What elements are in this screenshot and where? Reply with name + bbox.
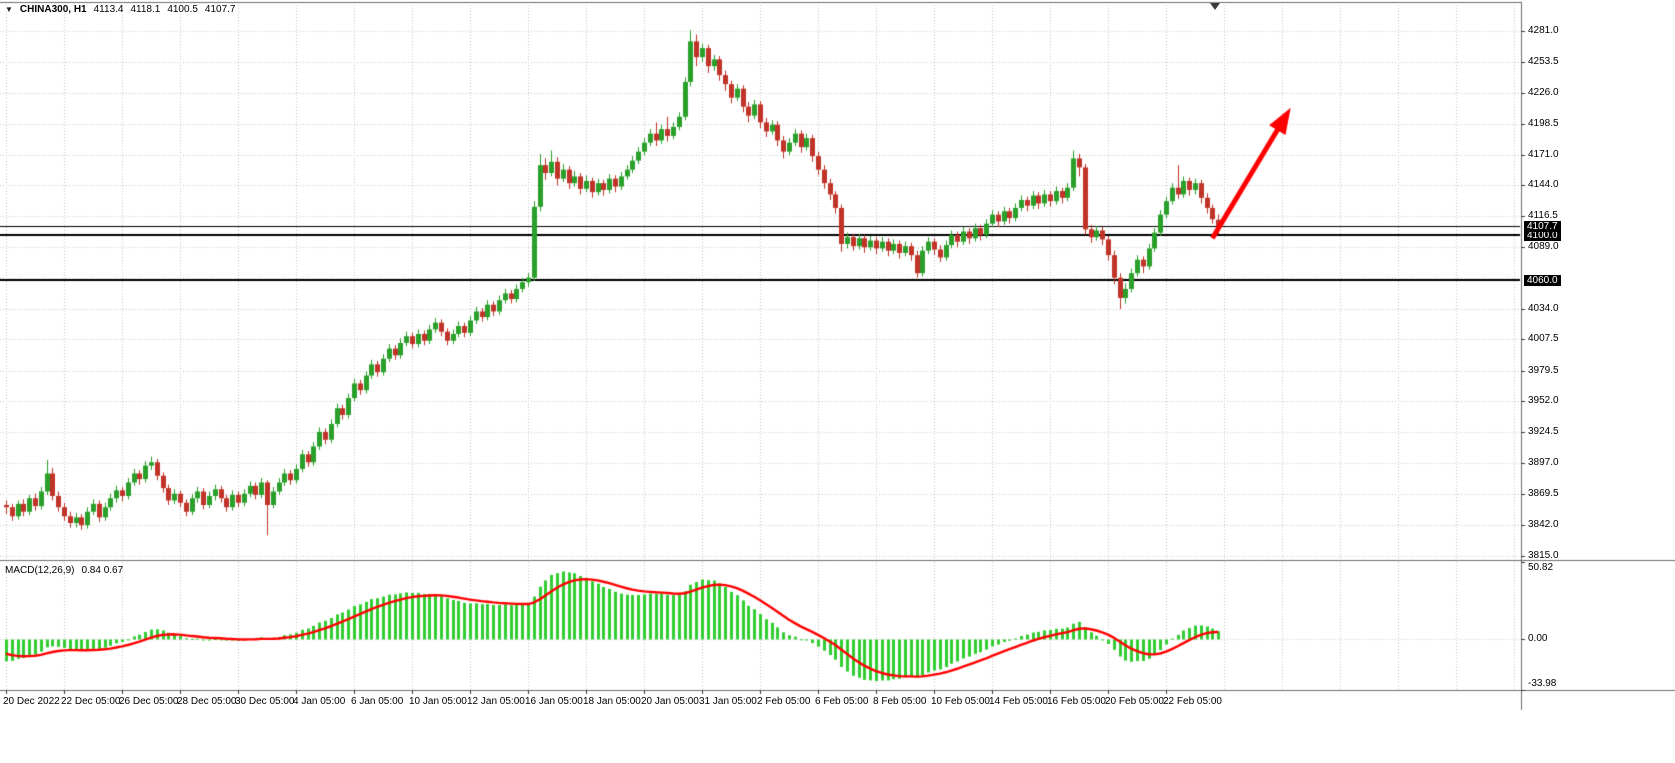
price-axis-label: 4253.5 bbox=[1528, 56, 1559, 68]
macd-axis-label: -33.98 bbox=[1528, 678, 1557, 689]
macd-axis-label: 0.00 bbox=[1528, 632, 1548, 644]
symbol-title: CHINA300, H1 bbox=[19, 4, 87, 15]
price-axis-label: 3842.0 bbox=[1528, 519, 1559, 531]
ohlc-high: 4118.1 bbox=[130, 4, 161, 15]
time-axis-label: 10 Feb 05:00 bbox=[931, 696, 990, 707]
time-axis-label: 2 Feb 05:00 bbox=[757, 696, 811, 707]
price-level-tag: 4107.7 bbox=[1524, 221, 1561, 233]
macd-indicator-values: 0.84 0.67 bbox=[81, 565, 124, 576]
time-axis-label: 28 Dec 05:00 bbox=[177, 696, 237, 707]
price-level-tag: 4060.0 bbox=[1524, 274, 1561, 286]
price-axis-label: 3979.5 bbox=[1528, 364, 1559, 376]
ohlc-open: 4113.4 bbox=[93, 4, 124, 15]
time-axis-label: 10 Jan 05:00 bbox=[409, 696, 467, 707]
time-axis-label: 30 Dec 05:00 bbox=[235, 696, 295, 707]
price-level-tag: 4100.0 bbox=[1524, 229, 1561, 241]
time-axis-label: 22 Feb 05:00 bbox=[1163, 696, 1222, 707]
price-axis-label: 4281.0 bbox=[1528, 25, 1559, 37]
macd-axis-label: 50.82 bbox=[1528, 562, 1554, 573]
price-axis-label: 3869.5 bbox=[1528, 488, 1559, 500]
price-axis-label: 4007.5 bbox=[1528, 333, 1559, 344]
price-axis-label: 3952.0 bbox=[1528, 395, 1559, 407]
time-axis-label: 16 Feb 05:00 bbox=[1047, 696, 1106, 707]
chart-shift-marker-icon[interactable] bbox=[1210, 3, 1220, 10]
time-axis-label: 22 Dec 05:00 bbox=[61, 696, 121, 707]
macd-legend: MACD(12,26,9) 0.84 0.67 bbox=[5, 565, 123, 576]
time-axis-label: 26 Dec 05:00 bbox=[119, 696, 179, 707]
time-axis-label: 20 Jan 05:00 bbox=[641, 696, 699, 707]
price-axis-label: 3924.5 bbox=[1528, 426, 1559, 438]
price-axis-label: 4171.0 bbox=[1528, 149, 1559, 161]
price-axis-label: 4226.0 bbox=[1528, 87, 1559, 99]
time-axis-label: 20 Dec 2022 bbox=[3, 696, 60, 707]
ohlc-low: 4100.5 bbox=[167, 4, 198, 15]
macd-indicator-name: MACD(12,26,9) bbox=[5, 565, 75, 576]
symbol-dropdown-icon[interactable]: ▼ bbox=[5, 4, 13, 14]
time-axis-label: 16 Jan 05:00 bbox=[525, 696, 583, 707]
time-axis-label: 14 Feb 05:00 bbox=[989, 696, 1048, 707]
time-axis-label: 18 Jan 05:00 bbox=[583, 696, 641, 707]
chart-legend: ▼ CHINA300, H1 4113.4 4118.1 4100.5 4107… bbox=[5, 4, 236, 15]
time-axis-label: 20 Feb 05:00 bbox=[1105, 696, 1164, 707]
time-axis-label: 6 Feb 05:00 bbox=[815, 696, 869, 707]
price-axis-label: 3897.0 bbox=[1528, 457, 1559, 469]
time-axis-label: 12 Jan 05:00 bbox=[467, 696, 525, 707]
time-axis-label: 8 Feb 05:00 bbox=[873, 696, 927, 707]
ohlc-close: 4107.7 bbox=[204, 4, 236, 15]
price-axis-label: 4034.0 bbox=[1528, 303, 1559, 315]
price-axis-label: 4198.5 bbox=[1528, 118, 1559, 130]
price-axis-label: 4116.5 bbox=[1528, 210, 1558, 222]
time-axis-label: 4 Jan 05:00 bbox=[293, 696, 346, 707]
price-axis-label: 4089.0 bbox=[1528, 241, 1559, 253]
price-axis-label: 4144.0 bbox=[1528, 179, 1559, 191]
price-axis-label: 3815.0 bbox=[1528, 549, 1559, 561]
time-axis-label: 31 Jan 05:00 bbox=[699, 696, 757, 707]
time-axis-label: 6 Jan 05:00 bbox=[351, 696, 404, 707]
